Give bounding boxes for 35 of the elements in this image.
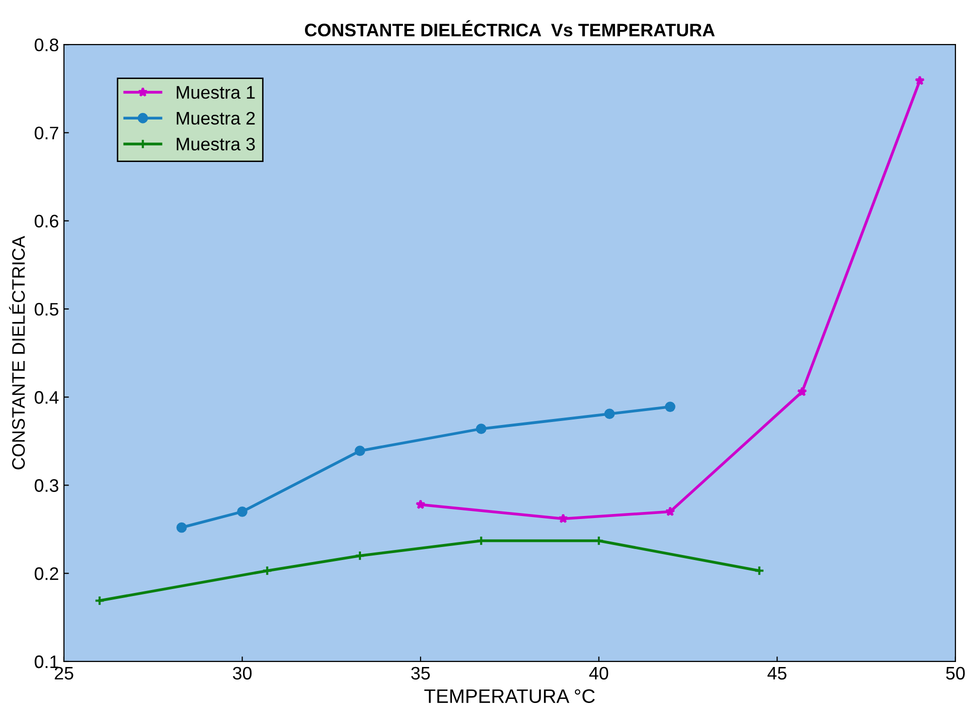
x-tick-label: 40: [589, 666, 608, 680]
y-tick-label: 0.7: [34, 126, 58, 140]
y-tick-label: 0.1: [34, 655, 58, 668]
point: [262, 565, 272, 576]
point: [665, 506, 676, 516]
x-axis-title: TEMPERATURA °C: [424, 689, 595, 704]
chart-title: CONSTANTE DIELÉCTRICA Vs TEMPERATURA: [304, 20, 715, 36]
point: [176, 522, 187, 533]
point: [754, 565, 765, 576]
y-tick-label: 0.2: [34, 567, 58, 580]
y-tick-label: 0.6: [34, 214, 58, 228]
x-tick-label: 25: [54, 666, 74, 680]
x-tick-label: 30: [232, 666, 252, 680]
y-tick-label: 0.8: [34, 38, 58, 52]
point: [797, 386, 808, 396]
x-tick-label: 35: [411, 666, 430, 680]
y-axis-title: CONSTANTE DIELÉCTRICA: [9, 236, 25, 470]
point: [664, 402, 676, 412]
point: [604, 408, 615, 420]
point: [558, 514, 568, 524]
legend-label: Muestra 2: [176, 112, 255, 125]
point: [476, 424, 486, 434]
point: [354, 446, 366, 456]
point: [94, 595, 105, 606]
point: [354, 550, 366, 561]
legend-label: Muestra 3: [176, 138, 255, 150]
y-tick-label: 0.5: [34, 302, 58, 316]
point: [416, 499, 426, 510]
point: [914, 76, 925, 86]
point: [237, 506, 248, 517]
legend-label: Muestra 1: [176, 86, 255, 99]
x-tick-label: 50: [946, 666, 965, 680]
y-tick-label: 0.3: [34, 479, 58, 492]
y-tick-label: 0.4: [34, 391, 59, 404]
x-tick-label: 45: [768, 667, 786, 680]
